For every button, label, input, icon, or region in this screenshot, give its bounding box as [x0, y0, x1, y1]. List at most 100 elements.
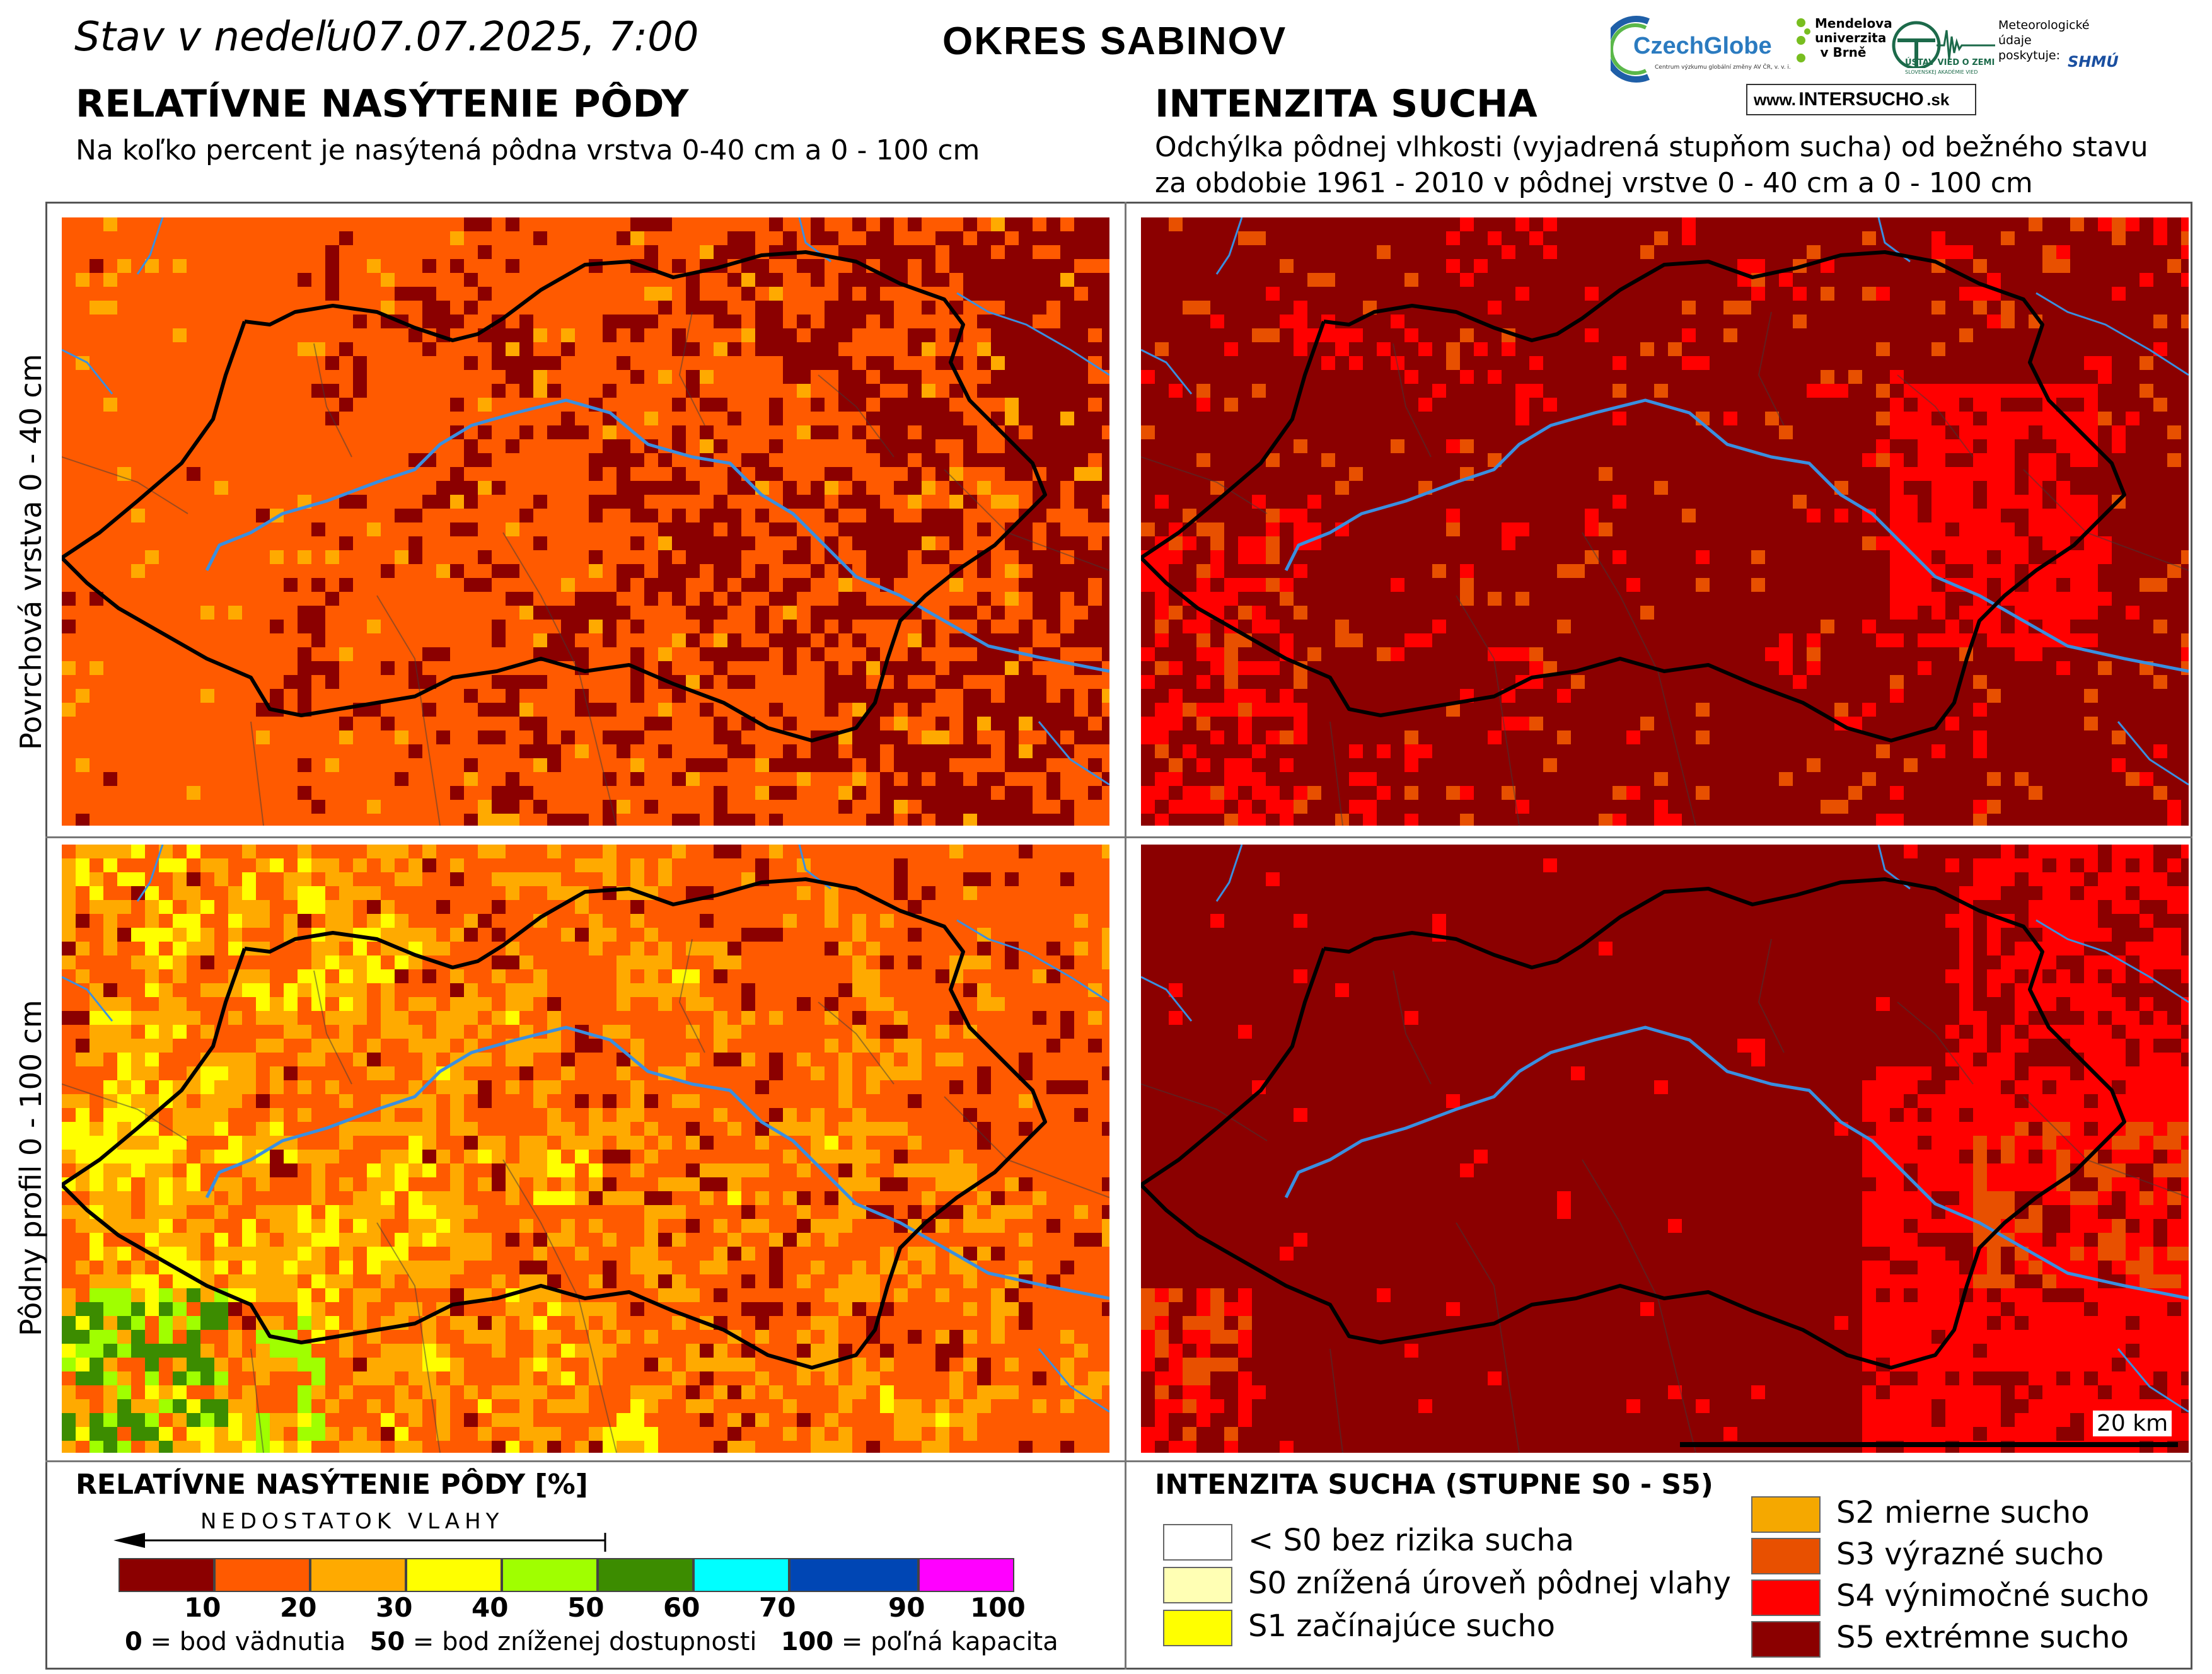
grid-cell: [1005, 425, 1019, 440]
grid-cell: [1931, 439, 1946, 454]
grid-cell: [103, 536, 118, 551]
grid-cell: [298, 231, 312, 246]
grid-cell: [1307, 287, 1322, 301]
grid-cell: [949, 578, 964, 592]
grid-cell: [187, 578, 201, 592]
grid-cell: [672, 814, 686, 826]
grid-cell: [547, 259, 562, 274]
grid-cell: [880, 495, 895, 509]
grid-cell: [2084, 328, 2099, 343]
grid-cell: [367, 550, 381, 565]
grid-cell: [1349, 412, 1364, 426]
grid-cell: [1266, 453, 1280, 468]
grid-cell: [783, 786, 797, 800]
grid-cell: [117, 744, 132, 759]
grid-cell: [686, 744, 700, 759]
grid-cell: [825, 744, 839, 759]
grid-cell: [533, 439, 548, 454]
grid-cell: [2084, 467, 2099, 482]
grid-cell: [1019, 328, 1033, 343]
grid-cell: [117, 370, 132, 384]
grid-cell: [76, 800, 90, 814]
grid-cell: [103, 231, 118, 246]
grid-cell: [963, 412, 978, 426]
grid-cell: [76, 675, 90, 690]
grid-cell: [1074, 273, 1089, 287]
grid-cell: [284, 564, 298, 579]
grid-cell: [603, 315, 617, 329]
grid-cell: [741, 217, 756, 232]
grid-cell: [644, 453, 659, 468]
grid-cell: [686, 495, 700, 509]
grid-cell: [658, 689, 673, 703]
grid-cell: [977, 495, 992, 509]
grid-cell: [783, 398, 797, 412]
grid-cell: [1019, 370, 1033, 384]
grid-cell: [1074, 564, 1089, 579]
grid-cell: [145, 356, 159, 371]
grid-cell: [506, 453, 520, 468]
grid-cell: [1474, 425, 1488, 440]
grid-cell: [866, 342, 881, 357]
grid-cell: [741, 772, 756, 787]
grid-cell: [2056, 328, 2071, 343]
grid-cell: [575, 703, 589, 717]
grid-cell: [1821, 425, 1835, 440]
grid-cell: [2001, 245, 2015, 260]
grid-cell: [173, 384, 187, 398]
grid-cell: [1821, 217, 1835, 232]
grid-cell: [547, 633, 562, 648]
grid-cell: [422, 578, 437, 592]
grid-cell: [977, 398, 992, 412]
grid-cell: [1210, 315, 1225, 329]
grid-cell: [519, 509, 534, 523]
grid-cell: [478, 522, 492, 537]
grid-cell: [838, 689, 853, 703]
grid-cell: [1046, 245, 1061, 260]
grid-cell: [977, 259, 992, 274]
grid-cell: [547, 522, 562, 537]
grid-cell: [575, 328, 589, 343]
grid-cell: [838, 231, 853, 246]
grid-cell: [436, 564, 451, 579]
grid-cell: [270, 786, 284, 800]
grid-cell: [1019, 342, 1033, 357]
grid-cell: [1266, 384, 1280, 398]
grid-cell: [1585, 495, 1599, 509]
grid-cell: [1280, 245, 1294, 260]
grid-cell: [880, 412, 895, 426]
grid-cell: [228, 231, 243, 246]
grid-cell: [450, 703, 465, 717]
grid-cell: [755, 606, 770, 620]
grid-cell: [935, 522, 950, 537]
grid-cell: [1377, 384, 1391, 398]
grid-cell: [1848, 356, 1863, 371]
grid-cell: [547, 675, 562, 690]
grid-cell: [866, 730, 881, 745]
grid-cell: [1046, 758, 1061, 773]
grid-cell: [1391, 356, 1405, 371]
grid-cell: [1931, 384, 1946, 398]
grid-cell: [1102, 356, 1109, 371]
grid-cell: [644, 772, 659, 787]
grid-cell: [76, 550, 90, 565]
grid-cell: [1141, 481, 1155, 495]
grid-cell: [519, 259, 534, 274]
grid-cell: [2015, 439, 2029, 454]
grid-cell: [381, 578, 395, 592]
grid-cell: [298, 412, 312, 426]
grid-cell: [1046, 273, 1061, 287]
grid-cell: [103, 453, 118, 468]
grid-cell: [339, 800, 354, 814]
grid-cell: [1391, 509, 1405, 523]
grid-cell: [2056, 287, 2071, 301]
grid-cell: [1502, 217, 1516, 232]
grid-cell: [145, 287, 159, 301]
grid-cell: [866, 315, 881, 329]
grid-cell: [1599, 370, 1613, 384]
grid-cell: [1834, 481, 1849, 495]
grid-cell: [1973, 495, 1988, 509]
grid-cell: [852, 703, 867, 717]
grid-cell: [131, 633, 146, 648]
grid-cell: [1793, 439, 1807, 454]
